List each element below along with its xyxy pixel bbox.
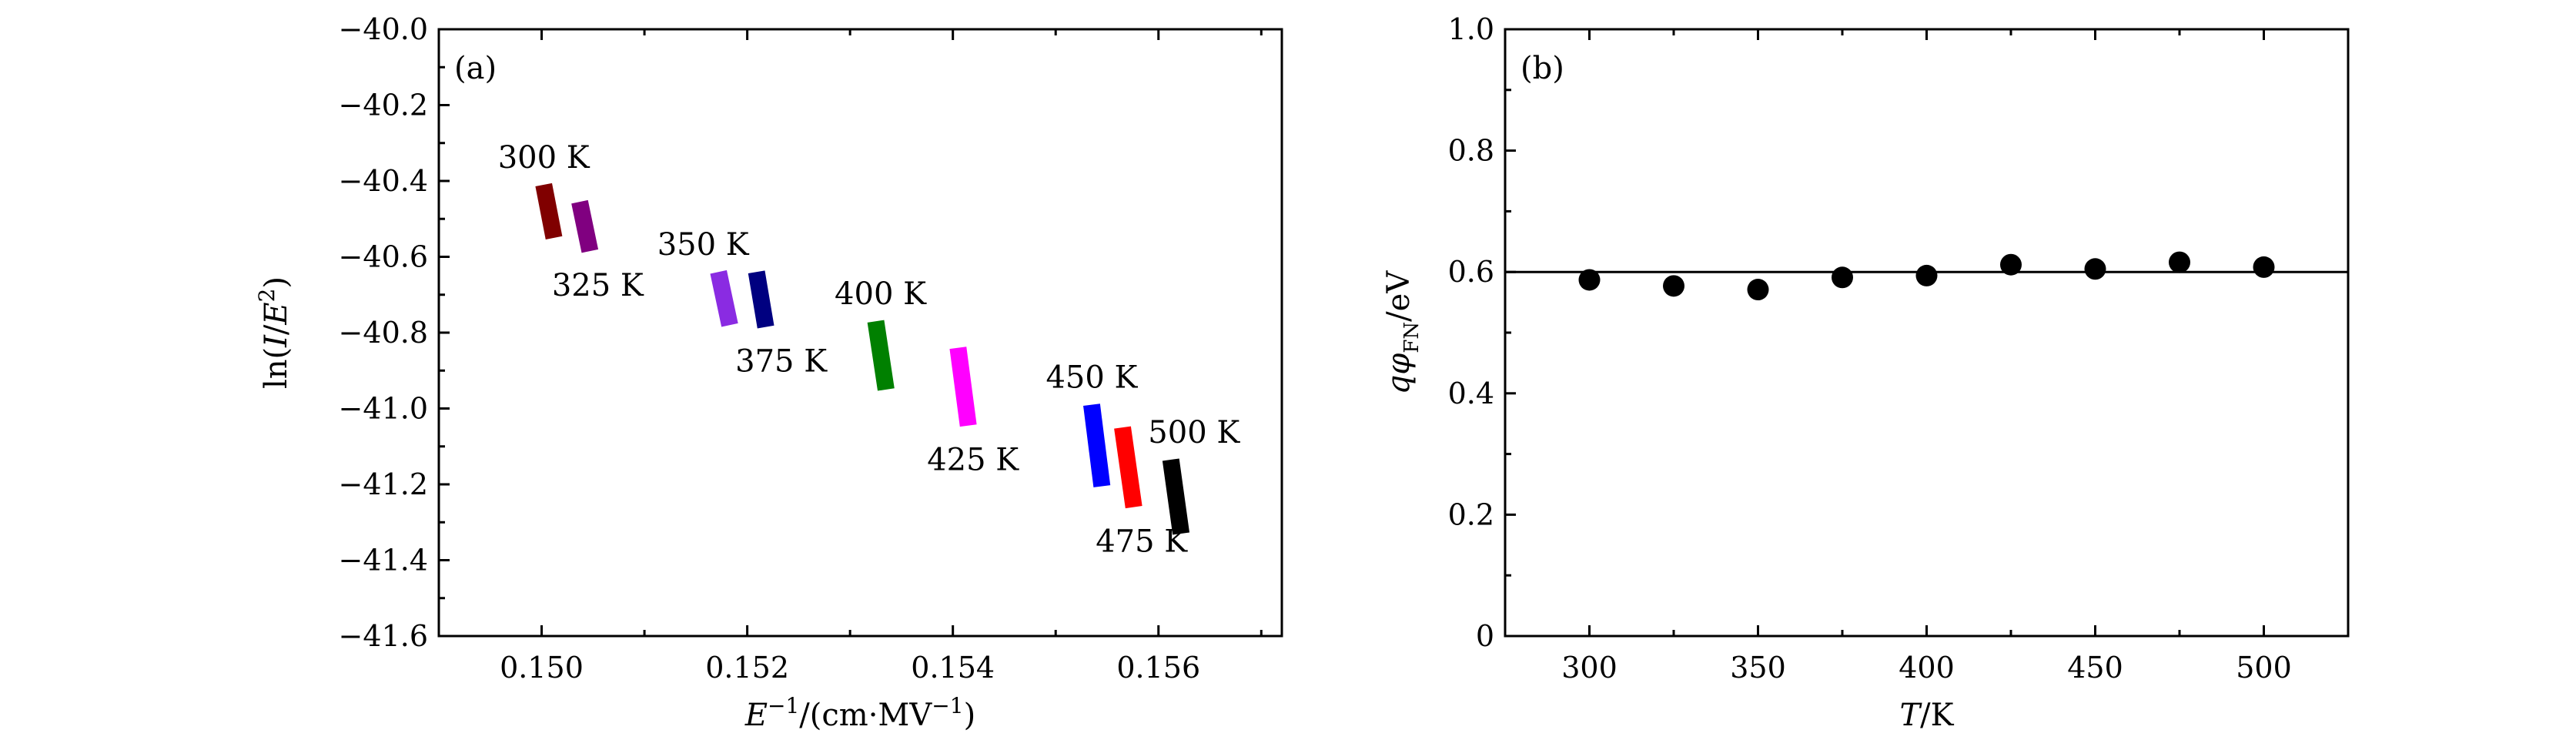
series-segment-400k	[867, 320, 895, 391]
panel-a-x-tick-label: 0.150	[500, 651, 584, 685]
data-point-450	[2084, 258, 2106, 280]
panel-a-y-tick-label: −41.2	[339, 467, 428, 501]
series-label-300k: 300 K	[498, 140, 590, 176]
panel-b-y-sub: FN	[1400, 322, 1423, 353]
panel-a-y-tick-label: −41.6	[339, 619, 428, 653]
panel-a-y-sup: 2	[254, 289, 279, 303]
panel-a-y-var2: E	[259, 302, 294, 325]
panel-a-x-tick-label: 0.152	[705, 651, 789, 685]
panel-b-y-var2: φ	[1381, 353, 1417, 375]
panel-a-x-unit: /(cm·MV	[799, 698, 932, 733]
series-label-425k: 425 K	[927, 443, 1019, 478]
panel-a-y-close: )	[259, 276, 294, 289]
panel-a-y-tick-label: −40.6	[339, 240, 428, 274]
panel-a-y-pre: ln(	[259, 347, 294, 389]
panel-a-y-tick-label: −41.0	[339, 392, 428, 426]
panel-a-y-slash: /	[259, 324, 294, 335]
panel-a-x-close: )	[964, 698, 976, 733]
panel-b-y-axis-title: qφFN/eV	[1381, 270, 1423, 395]
series-label-500k: 500 K	[1148, 415, 1240, 450]
panel-a-y-tick-label: −40.4	[339, 164, 428, 198]
series-segment-475k	[1114, 426, 1142, 509]
panel-b-x-unit: /K	[1920, 698, 1954, 733]
series-label-375k: 375 K	[735, 344, 828, 380]
series-segment-425k	[949, 347, 977, 427]
series-label-450k: 450 K	[1045, 360, 1138, 396]
data-point-475	[2169, 251, 2190, 273]
data-point-500	[2253, 256, 2275, 278]
panel-a-y-tick-label: −40.2	[339, 89, 428, 122]
panel-b-x-tick-label: 350	[1730, 651, 1786, 685]
panel-a-y-tick-label: −40.0	[339, 12, 428, 46]
series-segment-350k	[710, 270, 738, 327]
panel-a-x-unit-sup: −1	[932, 693, 963, 718]
series-label-350k: 350 K	[657, 227, 750, 263]
panel-a: 0.150 0.152 0.154 0.156 −41.6 −41.4 −41.2 −41.0…	[254, 12, 1283, 733]
panel-a-ticks: 0.150 0.152 0.154 0.156 −41.6 −41.4 −41.2 −41.0…	[339, 12, 1263, 685]
panel-b-x-axis-title: T/K	[1899, 698, 1954, 733]
panel-b-x-tick-label: 450	[2067, 651, 2123, 685]
panel-a-y-axis-title: ln(I/E2)	[254, 276, 294, 389]
panel-b-points	[1578, 251, 2275, 301]
data-point-425	[2000, 253, 2022, 276]
data-point-300	[1578, 269, 1601, 291]
panel-a-x-axis-title: E−1/(cm·MV−1)	[744, 693, 975, 733]
panel-b-y-tick-label: 0.8	[1448, 134, 1494, 168]
panel-b-label: (b)	[1521, 51, 1564, 86]
panel-a-x-var: E	[744, 698, 768, 733]
panel-a-x-sup: −1	[768, 693, 799, 718]
panel-a-x-tick-label: 0.156	[1116, 651, 1200, 685]
panel-b-y-tick-label: 1.0	[1448, 12, 1494, 46]
panel-b-y-unit: /eV	[1381, 270, 1417, 322]
series-label-325k: 325 K	[552, 268, 644, 303]
panel-b-ticks: 300 350 400 450 500 0 0.2 0.4 0.6 0.8 1.0	[1448, 12, 2350, 685]
panel-b-y-tick-label: 0.4	[1448, 377, 1494, 410]
panel-a-y-tick-label: −40.8	[339, 316, 428, 350]
series-segment-450k	[1083, 403, 1111, 487]
series-segment-375k	[748, 270, 774, 329]
data-point-400	[1915, 264, 1938, 286]
panel-b-y-tick-label: 0.6	[1448, 255, 1494, 289]
data-point-375	[1832, 266, 1853, 289]
panel-b-x-tick-label: 500	[2236, 651, 2292, 685]
data-point-325	[1663, 275, 1684, 297]
series-label-400k: 400 K	[835, 276, 927, 312]
series-segment-500k	[1162, 458, 1190, 535]
panel-b-y-tick-label: 0.2	[1448, 497, 1494, 531]
panel-b-y-tick-label: 0	[1476, 619, 1494, 653]
panel-a-label: (a)	[454, 51, 497, 86]
panel-b-plot-frame	[1504, 28, 2350, 638]
panel-b-x-tick-label: 300	[1561, 651, 1618, 685]
panel-a-x-tick-label: 0.154	[911, 651, 995, 685]
panel-a-y-var1: I	[259, 334, 294, 348]
panel-b-x-var: T	[1899, 698, 1922, 733]
panel-a-y-tick-label: −41.4	[339, 544, 428, 578]
series-segment-300k	[535, 182, 563, 239]
series-segment-325k	[571, 199, 599, 253]
data-point-350	[1747, 279, 1769, 301]
panel-b-x-tick-label: 400	[1899, 651, 1955, 685]
panel-b-y-var1: q	[1381, 375, 1417, 395]
